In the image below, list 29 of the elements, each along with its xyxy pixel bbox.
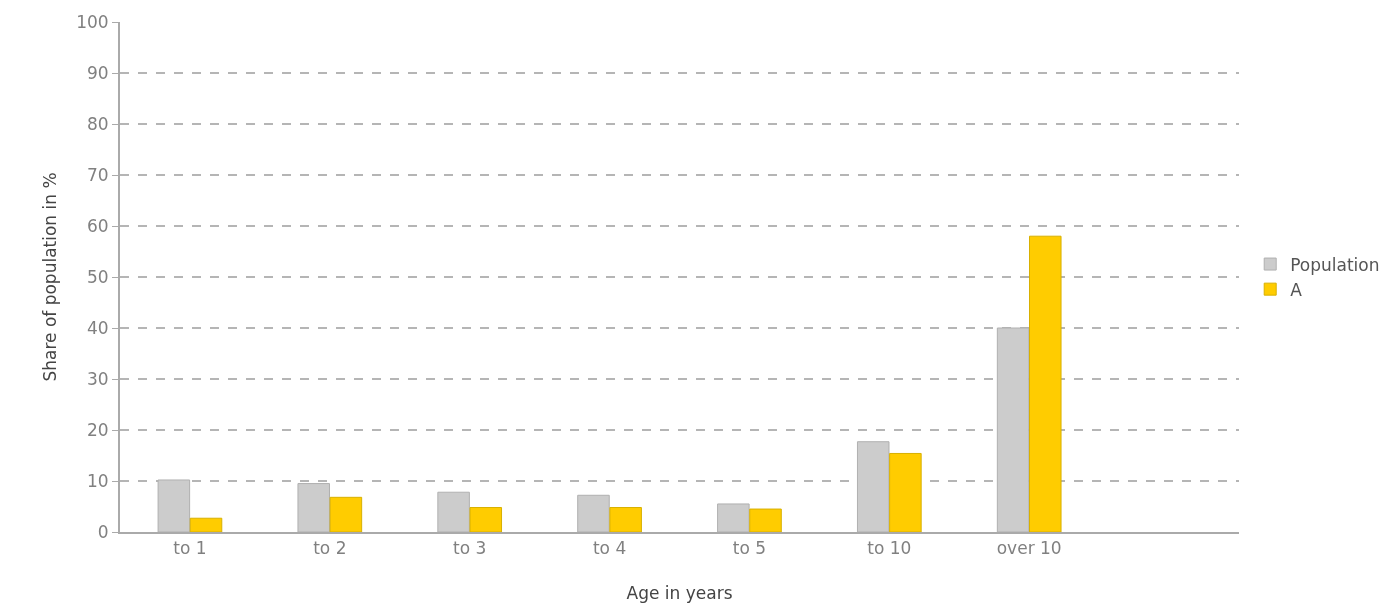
y-tick-label: 70 [86,164,109,185]
y-tick-label: 80 [86,113,109,134]
y-tick-label: 100 [76,11,109,32]
x-axis-title: Age in years [626,583,733,604]
x-tick-label: to 4 [592,538,627,559]
x-tick-label: to 10 [867,538,912,559]
y-tick-label: 20 [86,419,109,440]
legend-label: Population [1290,254,1380,275]
x-tick-label: to 2 [313,538,347,559]
y-tick-label: 0 [97,521,109,542]
x-tick-label: to 5 [732,538,767,559]
bar [1029,235,1062,532]
bar [609,507,642,532]
legend-label: A [1290,279,1303,300]
y-tick-label: 10 [86,470,109,491]
y-tick-label: 60 [86,215,109,236]
bar [749,508,782,532]
bar [469,507,503,532]
bar [329,496,363,532]
y-tick-label: 40 [86,317,109,338]
y-axis-title: Share of population in % [40,172,61,382]
x-tick-label: to 3 [453,538,487,559]
bar [889,452,922,532]
y-tick-label: 30 [86,368,109,389]
y-tick-label: 50 [86,266,109,287]
x-tick-label: over 10 [996,538,1062,559]
y-tick-label: 90 [86,62,109,83]
bar [189,517,223,532]
x-tick-label: to 1 [173,538,207,559]
